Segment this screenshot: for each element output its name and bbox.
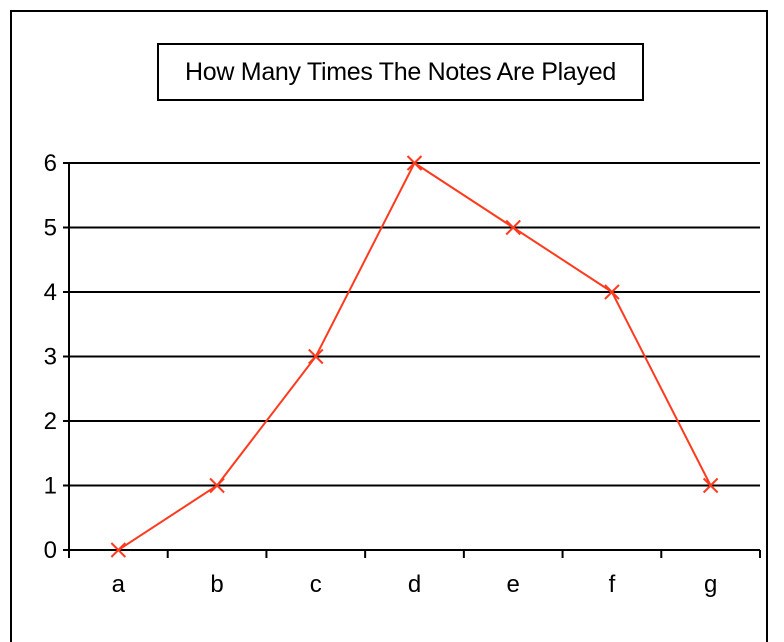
- x-tick-label: a: [112, 571, 126, 598]
- x-axis-ticks: a b c d e f g: [68, 550, 761, 598]
- chart-frame: [10, 10, 768, 642]
- y-tick-label: 0: [44, 537, 57, 564]
- marker-stroke: [406, 155, 423, 171]
- data-point-marker: [505, 219, 521, 236]
- data-point-marker: [110, 542, 127, 558]
- x-tick-label: d: [408, 571, 421, 598]
- x-tick-label: b: [210, 571, 223, 598]
- data-point-marker: [308, 348, 324, 365]
- y-tick-label: 4: [44, 279, 57, 306]
- x-tick-label: c: [310, 571, 322, 598]
- y-tick-label: 3: [44, 344, 57, 371]
- marker-stroke: [505, 219, 521, 236]
- marker-stroke: [209, 477, 225, 494]
- marker-stroke: [702, 477, 719, 494]
- y-tick-label: 2: [44, 408, 57, 435]
- y-tick-label: 5: [44, 215, 57, 242]
- chart-title: How Many Times The Notes Are Played: [157, 43, 644, 101]
- gridlines: [69, 162, 760, 487]
- y-tick-label: 1: [44, 473, 57, 500]
- y-axis-ticks: 0 1 2 3 4 5 6: [44, 150, 69, 564]
- marker-stroke: [604, 284, 620, 300]
- marker-stroke: [110, 542, 127, 558]
- data-point-marker: [209, 477, 225, 494]
- series-line: [110, 155, 719, 558]
- x-tick-label: g: [704, 571, 717, 598]
- x-tick-label: e: [507, 571, 520, 598]
- data-point-marker: [406, 155, 423, 171]
- data-point-marker: [604, 284, 620, 300]
- y-tick-label: 6: [44, 150, 57, 177]
- data-point-marker: [702, 477, 719, 494]
- x-tick-label: f: [609, 571, 616, 598]
- marker-stroke: [308, 348, 324, 365]
